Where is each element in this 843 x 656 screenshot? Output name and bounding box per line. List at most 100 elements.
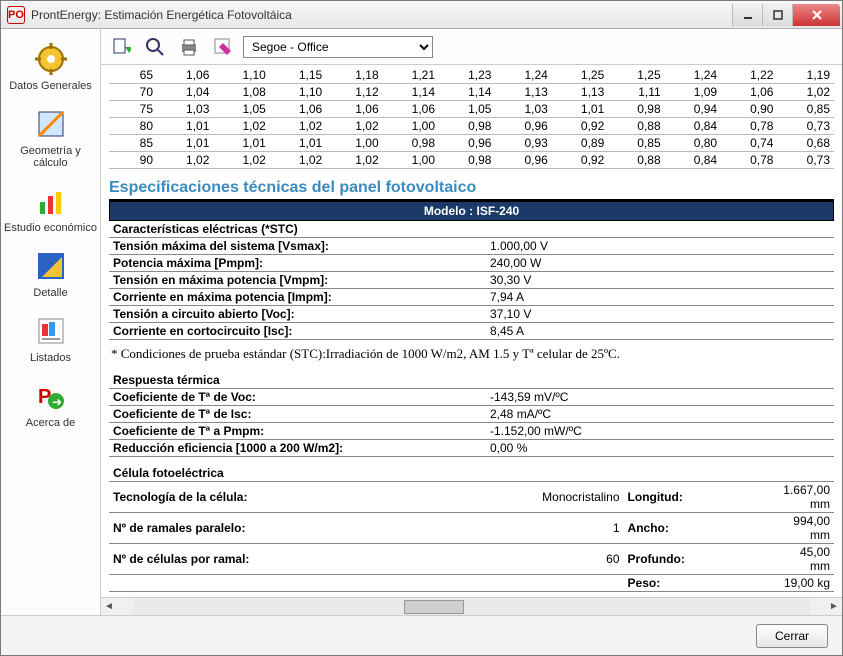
electrical-title: Características eléctricas (*STC) bbox=[109, 221, 834, 238]
spec-value: 8,45 A bbox=[486, 323, 834, 340]
cell: 0,93 bbox=[495, 135, 551, 152]
table-row: 851,011,011,011,000,980,960,930,890,850,… bbox=[109, 135, 834, 152]
cell: 1,00 bbox=[326, 135, 382, 152]
cell: 0,68 bbox=[777, 135, 834, 152]
scroll-left-icon[interactable]: ◄ bbox=[101, 599, 117, 615]
theme-select[interactable]: Segoe - Office bbox=[243, 36, 433, 58]
design-button[interactable] bbox=[209, 33, 237, 61]
cell: 1,06 bbox=[721, 84, 777, 101]
sidebar-item-label: Estudio económico bbox=[4, 222, 97, 234]
cell: 1,10 bbox=[213, 67, 269, 84]
spec-value: 30,30 V bbox=[486, 272, 834, 289]
zoom-button[interactable] bbox=[141, 33, 169, 61]
cell: 1,02 bbox=[270, 152, 326, 169]
cell: 1,10 bbox=[270, 84, 326, 101]
cell: 1,01 bbox=[270, 135, 326, 152]
spec-label: Longitud: bbox=[624, 482, 780, 513]
cell: 1,01 bbox=[157, 135, 213, 152]
cell: 1,02 bbox=[157, 152, 213, 169]
minimize-button[interactable] bbox=[732, 4, 762, 26]
spec-label: Tecnología de la célula: bbox=[109, 482, 453, 513]
print-button[interactable] bbox=[175, 33, 203, 61]
spec-label: Ancho: bbox=[624, 513, 780, 544]
window-buttons bbox=[732, 4, 840, 26]
spec-label: Corriente en cortocircuito [Isc]: bbox=[109, 323, 486, 340]
maximize-button[interactable] bbox=[762, 4, 792, 26]
footer: Cerrar bbox=[1, 615, 842, 655]
sidebar-item-listados[interactable]: Listados bbox=[1, 307, 100, 372]
spec-label: Tensión en máxima potencia [Vmpm]: bbox=[109, 272, 486, 289]
content-area[interactable]: 651,061,101,151,181,211,231,241,251,251,… bbox=[101, 65, 842, 597]
cell: 0,73 bbox=[777, 152, 834, 169]
row-key: 70 bbox=[109, 84, 157, 101]
scroll-right-icon[interactable]: ► bbox=[826, 599, 842, 615]
spec-value: 0,00 % bbox=[486, 440, 834, 457]
cell: 0,92 bbox=[552, 152, 608, 169]
sidebar-item-detalle[interactable]: Detalle bbox=[1, 242, 100, 307]
close-window-button[interactable] bbox=[792, 4, 840, 26]
spec-value bbox=[453, 575, 624, 592]
cell: 1,22 bbox=[721, 67, 777, 84]
sidebar-item-label: Listados bbox=[30, 352, 71, 364]
table-row: 901,021,021,021,021,000,980,960,920,880,… bbox=[109, 152, 834, 169]
spec-label: Potencia máxima [Pmpm]: bbox=[109, 255, 486, 272]
stc-note: * Condiciones de prueba estándar (STC):I… bbox=[109, 340, 834, 372]
cell: 1,02 bbox=[213, 152, 269, 169]
cell: 1,00 bbox=[383, 118, 439, 135]
app-window: PO ProntEnergy: Estimación Energética Fo… bbox=[0, 0, 843, 656]
export-button[interactable] bbox=[107, 33, 135, 61]
spec-value: 994,00 mm bbox=[779, 513, 834, 544]
cell: 0,88 bbox=[608, 118, 664, 135]
close-button[interactable]: Cerrar bbox=[756, 624, 828, 648]
cell: 1,12 bbox=[326, 84, 382, 101]
main-panel: Segoe - Office 651,061,101,151,181,211,2… bbox=[101, 29, 842, 615]
spec-label: Tensión a circuito abierto [Voc]: bbox=[109, 306, 486, 323]
cell: 1,03 bbox=[495, 101, 551, 118]
sidebar-item-estudio[interactable]: Estudio económico bbox=[1, 177, 100, 242]
table-row: 801,011,021,021,021,000,980,960,920,880,… bbox=[109, 118, 834, 135]
sidebar: Datos Generales Geometría y cálculo Estu… bbox=[1, 29, 101, 615]
cell: 1,18 bbox=[326, 67, 382, 84]
cell: 0,98 bbox=[439, 118, 495, 135]
sidebar-item-label: Acerca de bbox=[26, 417, 76, 429]
thermal-title: Respuesta térmica bbox=[109, 372, 834, 389]
model-band: Modelo : ISF-240 bbox=[109, 199, 834, 221]
cell-table: Célula fotoeléctrica Tecnología de la cé… bbox=[109, 465, 834, 592]
spec-value: 7,94 A bbox=[486, 289, 834, 306]
scroll-thumb[interactable] bbox=[404, 600, 464, 614]
cell: 1,02 bbox=[270, 118, 326, 135]
sidebar-item-acerca[interactable]: P➜ Acerca de bbox=[1, 372, 100, 437]
title-bar[interactable]: PO ProntEnergy: Estimación Energética Fo… bbox=[1, 1, 842, 29]
list-icon bbox=[33, 313, 69, 349]
angle-table: 651,061,101,151,181,211,231,241,251,251,… bbox=[109, 67, 834, 169]
spec-label: Reducción eficiencia [1000 a 200 W/m2]: bbox=[109, 440, 486, 457]
cell: 1,02 bbox=[326, 118, 382, 135]
gear-icon bbox=[33, 41, 69, 77]
electrical-table: Características eléctricas (*STC) Tensió… bbox=[109, 221, 834, 340]
cell: 1,13 bbox=[495, 84, 551, 101]
cell: 1,15 bbox=[270, 67, 326, 84]
cell: 0,96 bbox=[495, 152, 551, 169]
spec-label: Nº de células por ramal: bbox=[109, 544, 453, 575]
spec-label: Coeficiente de Tª de Voc: bbox=[109, 389, 486, 406]
cell: 1,06 bbox=[157, 67, 213, 84]
cell: 1,00 bbox=[383, 152, 439, 169]
cell: 1,25 bbox=[552, 67, 608, 84]
spec-value: 240,00 W bbox=[486, 255, 834, 272]
svg-text:➜: ➜ bbox=[52, 395, 62, 409]
cell: 1,13 bbox=[552, 84, 608, 101]
scroll-track[interactable] bbox=[133, 599, 810, 615]
horizontal-scrollbar[interactable]: ◄ ► bbox=[101, 597, 842, 615]
sidebar-item-datos-generales[interactable]: Datos Generales bbox=[1, 35, 100, 100]
cell: 1,02 bbox=[213, 118, 269, 135]
cell: 1,14 bbox=[439, 84, 495, 101]
toolbar: Segoe - Office bbox=[101, 29, 842, 65]
cell: 1,24 bbox=[495, 67, 551, 84]
spec-value: 60 bbox=[453, 544, 624, 575]
cell: 0,98 bbox=[439, 152, 495, 169]
cell: 0,73 bbox=[777, 118, 834, 135]
sidebar-item-geometria[interactable]: Geometría y cálculo bbox=[1, 100, 100, 177]
about-icon: P➜ bbox=[33, 378, 69, 414]
spec-value: -1.152,00 mW/ºC bbox=[486, 423, 834, 440]
cell: 0,84 bbox=[665, 152, 721, 169]
